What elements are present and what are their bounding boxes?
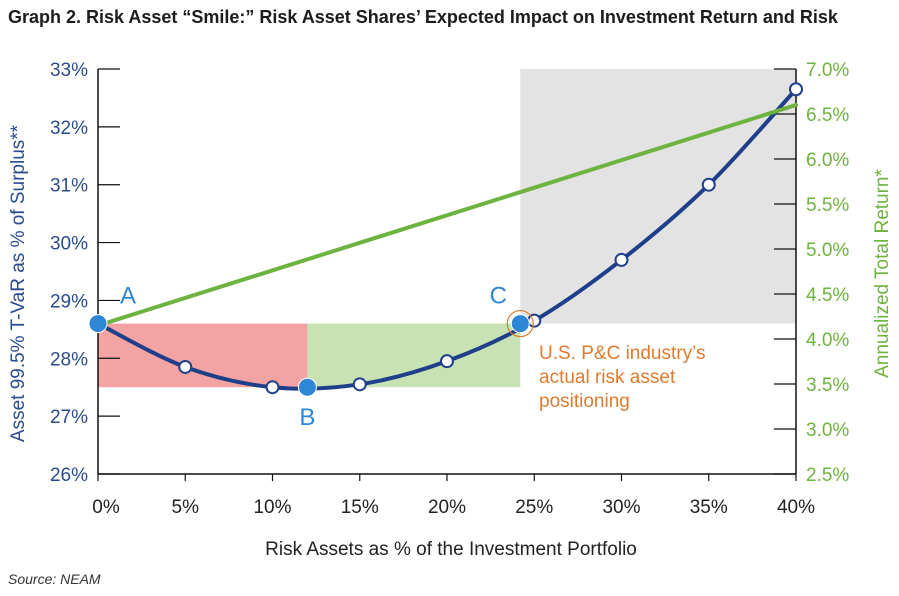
tvar-data-point	[527, 313, 542, 328]
point-b-marker	[297, 377, 317, 397]
left-tick-label: 27%	[50, 407, 88, 428]
tvar-data-point	[701, 177, 716, 192]
annotation-line: actual risk asset	[539, 367, 676, 388]
right-tick-label: 3.0%	[806, 420, 849, 441]
x-tick-label: 40%	[777, 497, 815, 518]
left-tick-label: 32%	[50, 118, 88, 139]
point-c-marker	[510, 314, 530, 334]
point-a-label: A	[120, 283, 136, 310]
left-tick-label: 26%	[50, 465, 88, 486]
return-line	[96, 103, 798, 328]
tvar-data-point	[440, 354, 454, 369]
tvar-data-point	[614, 252, 629, 267]
tvar-data-point	[178, 359, 193, 374]
annotation-line: U.S. P&C industry’s	[539, 343, 705, 364]
shaded-region-0	[98, 323, 308, 388]
point-c-label: C	[490, 283, 507, 310]
shaded-region-1	[307, 323, 521, 388]
right-tick-label: 5.5%	[806, 195, 849, 216]
x-tick-label: 35%	[690, 497, 728, 518]
left-tick-label: 31%	[50, 176, 88, 197]
right-tick-label: 2.5%	[806, 465, 849, 486]
point-c-halo	[506, 309, 534, 338]
tvar-data-point	[265, 380, 280, 395]
left-tick-label: 28%	[50, 349, 88, 370]
tvar-data-point	[352, 377, 367, 392]
tvar-curve	[96, 87, 798, 391]
x-tick-label: 20%	[428, 497, 466, 518]
x-axis-title: Risk Assets as % of the Investment Portf…	[265, 539, 637, 560]
right-tick-label: 3.5%	[806, 375, 849, 396]
left-tick-label: 29%	[50, 291, 88, 312]
left-axis-title: Asset 99.5% T-VaR as % of Surplus**	[8, 124, 29, 442]
right-tick-label: 6.5%	[806, 105, 849, 126]
annotation-line: positioning	[539, 391, 630, 412]
right-tick-label: 5.0%	[806, 240, 849, 261]
source-note: Source: NEAM	[8, 571, 101, 587]
right-tick-label: 4.5%	[806, 285, 849, 306]
x-tick-label: 0%	[92, 497, 120, 518]
x-tick-label: 5%	[172, 497, 200, 518]
right-tick-label: 7.0%	[806, 60, 849, 81]
right-tick-label: 4.0%	[806, 330, 849, 351]
x-tick-label: 25%	[515, 497, 553, 518]
right-tick-label: 6.0%	[806, 150, 849, 171]
point-a-marker	[88, 314, 108, 334]
left-tick-label: 30%	[50, 234, 88, 255]
x-tick-label: 30%	[602, 497, 640, 518]
right-axis-title: Annualized Total Return*	[872, 169, 893, 378]
point-b-label: B	[299, 404, 315, 431]
shaded-region-2	[520, 69, 796, 324]
x-tick-label: 10%	[253, 497, 291, 518]
tvar-data-point	[789, 82, 803, 97]
x-tick-label: 15%	[341, 497, 379, 518]
chart-title: Graph 2. Risk Asset “Smile:” Risk Asset …	[8, 7, 838, 27]
left-tick-label: 33%	[50, 60, 88, 81]
